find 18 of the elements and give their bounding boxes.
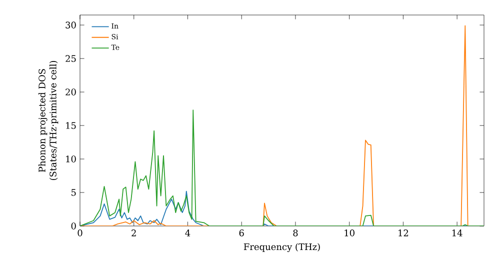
x-tick-label: 6 xyxy=(239,230,244,236)
x-tick-label: 0 xyxy=(78,230,82,236)
y-tick-label: 15 xyxy=(66,122,76,129)
x-tick-label: 4 xyxy=(185,230,190,236)
x-axis-title: Frequency (THz) xyxy=(244,243,320,252)
x-tick-label: 12 xyxy=(398,230,408,236)
y-tick-label: 20 xyxy=(66,88,76,96)
x-tick-label: 14 xyxy=(452,230,462,236)
x-tick-label: 10 xyxy=(344,230,354,236)
y-tick-label: 10 xyxy=(66,156,76,162)
y-tick-label: 30 xyxy=(66,22,76,28)
y-tick-label: 25 xyxy=(66,55,76,62)
y-tick-label: 0 xyxy=(71,222,76,230)
x-tick-label: 2 xyxy=(132,230,136,236)
y-tick-label: 5 xyxy=(72,189,76,196)
line-series xyxy=(80,110,484,226)
y-axis-title: Phonon projected DOS (States/THz·primitive cell) xyxy=(38,60,58,180)
x-tick-label: 8 xyxy=(293,230,298,236)
